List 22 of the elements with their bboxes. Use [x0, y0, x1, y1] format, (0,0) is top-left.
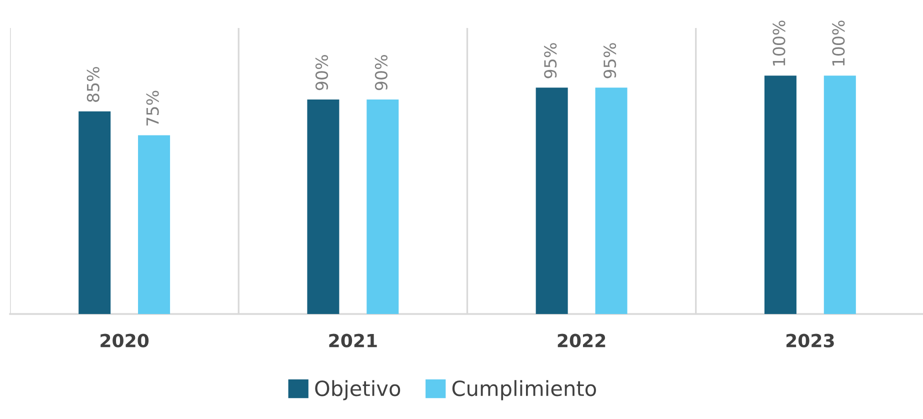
bar [366, 100, 399, 314]
data-label: 95% [544, 43, 557, 78]
x-tick-label: 2023 [786, 334, 834, 348]
bar [764, 76, 796, 314]
x-tick-label: 2022 [558, 334, 606, 348]
bar [595, 88, 628, 314]
bar [536, 88, 568, 314]
x-tick-label: 2020 [100, 334, 149, 348]
data-label: 75% [146, 90, 159, 126]
data-label: 100% [832, 20, 845, 66]
data-label: 90% [315, 55, 328, 90]
bar [78, 111, 111, 314]
bar [824, 76, 856, 314]
data-label: 100% [772, 20, 786, 66]
data-label: 95% [604, 43, 616, 78]
legend-label: Cumplimiento [452, 380, 596, 400]
x-tick-label: 2021 [329, 334, 377, 348]
bar [307, 100, 340, 314]
data-label: 85% [86, 66, 100, 102]
data-label: 90% [374, 55, 388, 90]
bar [138, 135, 170, 314]
legend-label: Objetivo [315, 380, 400, 400]
